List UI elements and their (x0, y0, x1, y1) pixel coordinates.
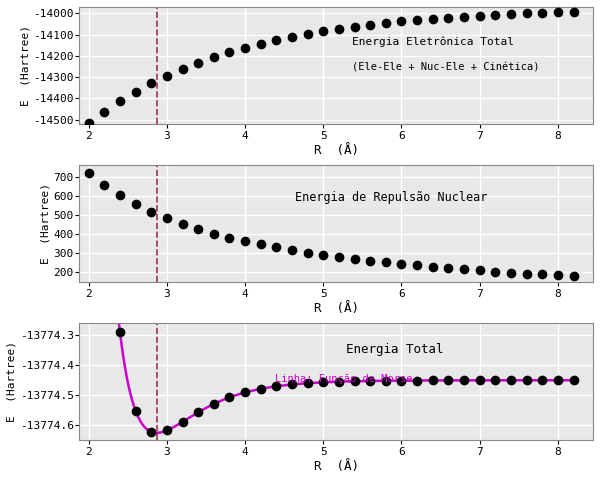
Text: Energia Total: Energia Total (346, 343, 444, 356)
Y-axis label: E  (Hartree): E (Hartree) (20, 25, 31, 106)
Text: Energia de Repulsão Nuclear: Energia de Repulsão Nuclear (295, 192, 487, 204)
Y-axis label: E  (Hartree): E (Hartree) (41, 183, 50, 264)
X-axis label: R  (Å): R (Å) (314, 144, 359, 157)
Y-axis label: E  (Hartree): E (Hartree) (7, 341, 17, 422)
Text: (Ele-Ele + Nuc-Ele + Cinética): (Ele-Ele + Nuc-Ele + Cinética) (352, 63, 539, 73)
X-axis label: R  (Å): R (Å) (314, 302, 359, 315)
Text: Energia Eletrônica Total: Energia Eletrônica Total (352, 37, 514, 48)
Text: Linha: Função de Morse: Linha: Função de Morse (275, 374, 412, 384)
X-axis label: R  (Å): R (Å) (314, 460, 359, 473)
